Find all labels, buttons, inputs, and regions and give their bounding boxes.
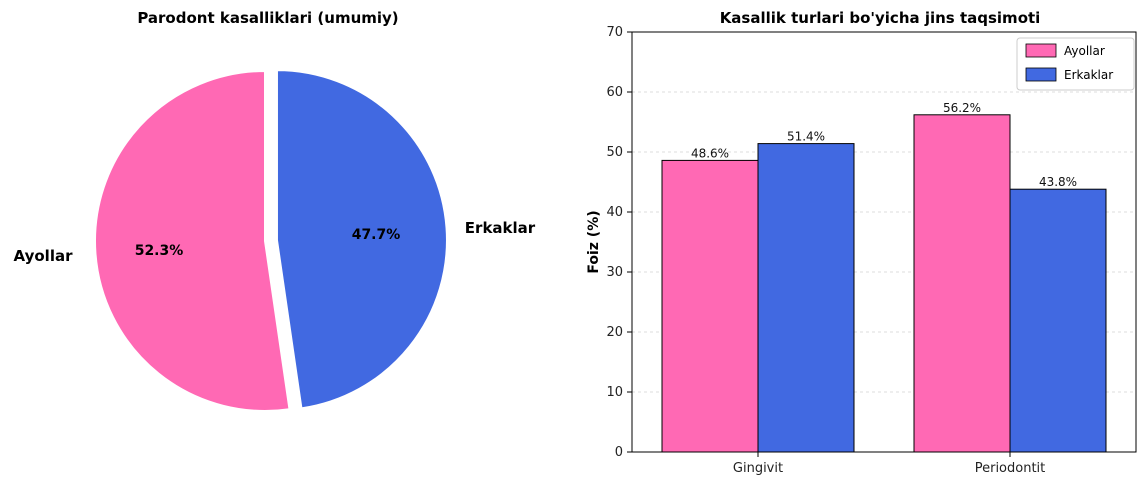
y-ticks: 0 10 20 30 40 50 60 70: [606, 25, 632, 460]
bar-value-label: 48.6%: [691, 146, 729, 160]
pie-slice-ayollar: [95, 71, 289, 411]
pie-pct-erkaklar: 47.7%: [352, 227, 401, 243]
pie-label-ayollar: Ayollar: [14, 247, 74, 265]
x-ticks: Gingivit Periodontit: [733, 452, 1045, 476]
x-tick-label: Periodontit: [975, 461, 1046, 476]
y-axis-label: Foiz (%): [586, 210, 602, 273]
bar-ayollar-gingivit: [662, 160, 758, 452]
bar-value-label: 51.4%: [787, 130, 825, 144]
pie-label-erkaklar: Erkaklar: [465, 219, 536, 237]
y-tick-label: 30: [606, 265, 623, 280]
legend-label-erkaklar: Erkaklar: [1064, 68, 1113, 82]
y-tick-label: 0: [615, 445, 623, 460]
bar-value-label: 43.8%: [1039, 175, 1077, 189]
pie-title: Parodont kasalliklari (umumiy): [137, 9, 398, 27]
legend-swatch-erkaklar: [1026, 68, 1056, 81]
legend: Ayollar Erkaklar: [1017, 38, 1134, 90]
bar-erkaklar-periodontit: [1010, 189, 1106, 452]
pie-pct-ayollar: 52.3%: [135, 243, 184, 259]
y-tick-label: 40: [606, 205, 623, 220]
bars: [662, 115, 1106, 452]
bar-value-label: 56.2%: [943, 101, 981, 115]
y-tick-label: 50: [606, 145, 623, 160]
bar-erkaklar-gingivit: [758, 144, 854, 452]
bar-ayollar-periodontit: [914, 115, 1010, 452]
legend-label-ayollar: Ayollar: [1064, 44, 1105, 58]
y-tick-label: 60: [606, 85, 623, 100]
y-tick-label: 70: [606, 25, 623, 40]
y-tick-label: 10: [606, 385, 623, 400]
legend-swatch-ayollar: [1026, 44, 1056, 57]
y-tick-label: 20: [606, 325, 623, 340]
x-tick-label: Gingivit: [733, 461, 783, 476]
bar-title: Kasallik turlari bo'yicha jins taqsimoti: [720, 9, 1041, 27]
bar-chart: Kasallik turlari bo'yicha jins taqsimoti…: [586, 9, 1136, 476]
pie-chart: Parodont kasalliklari (umumiy) Ayollar E…: [14, 9, 536, 411]
